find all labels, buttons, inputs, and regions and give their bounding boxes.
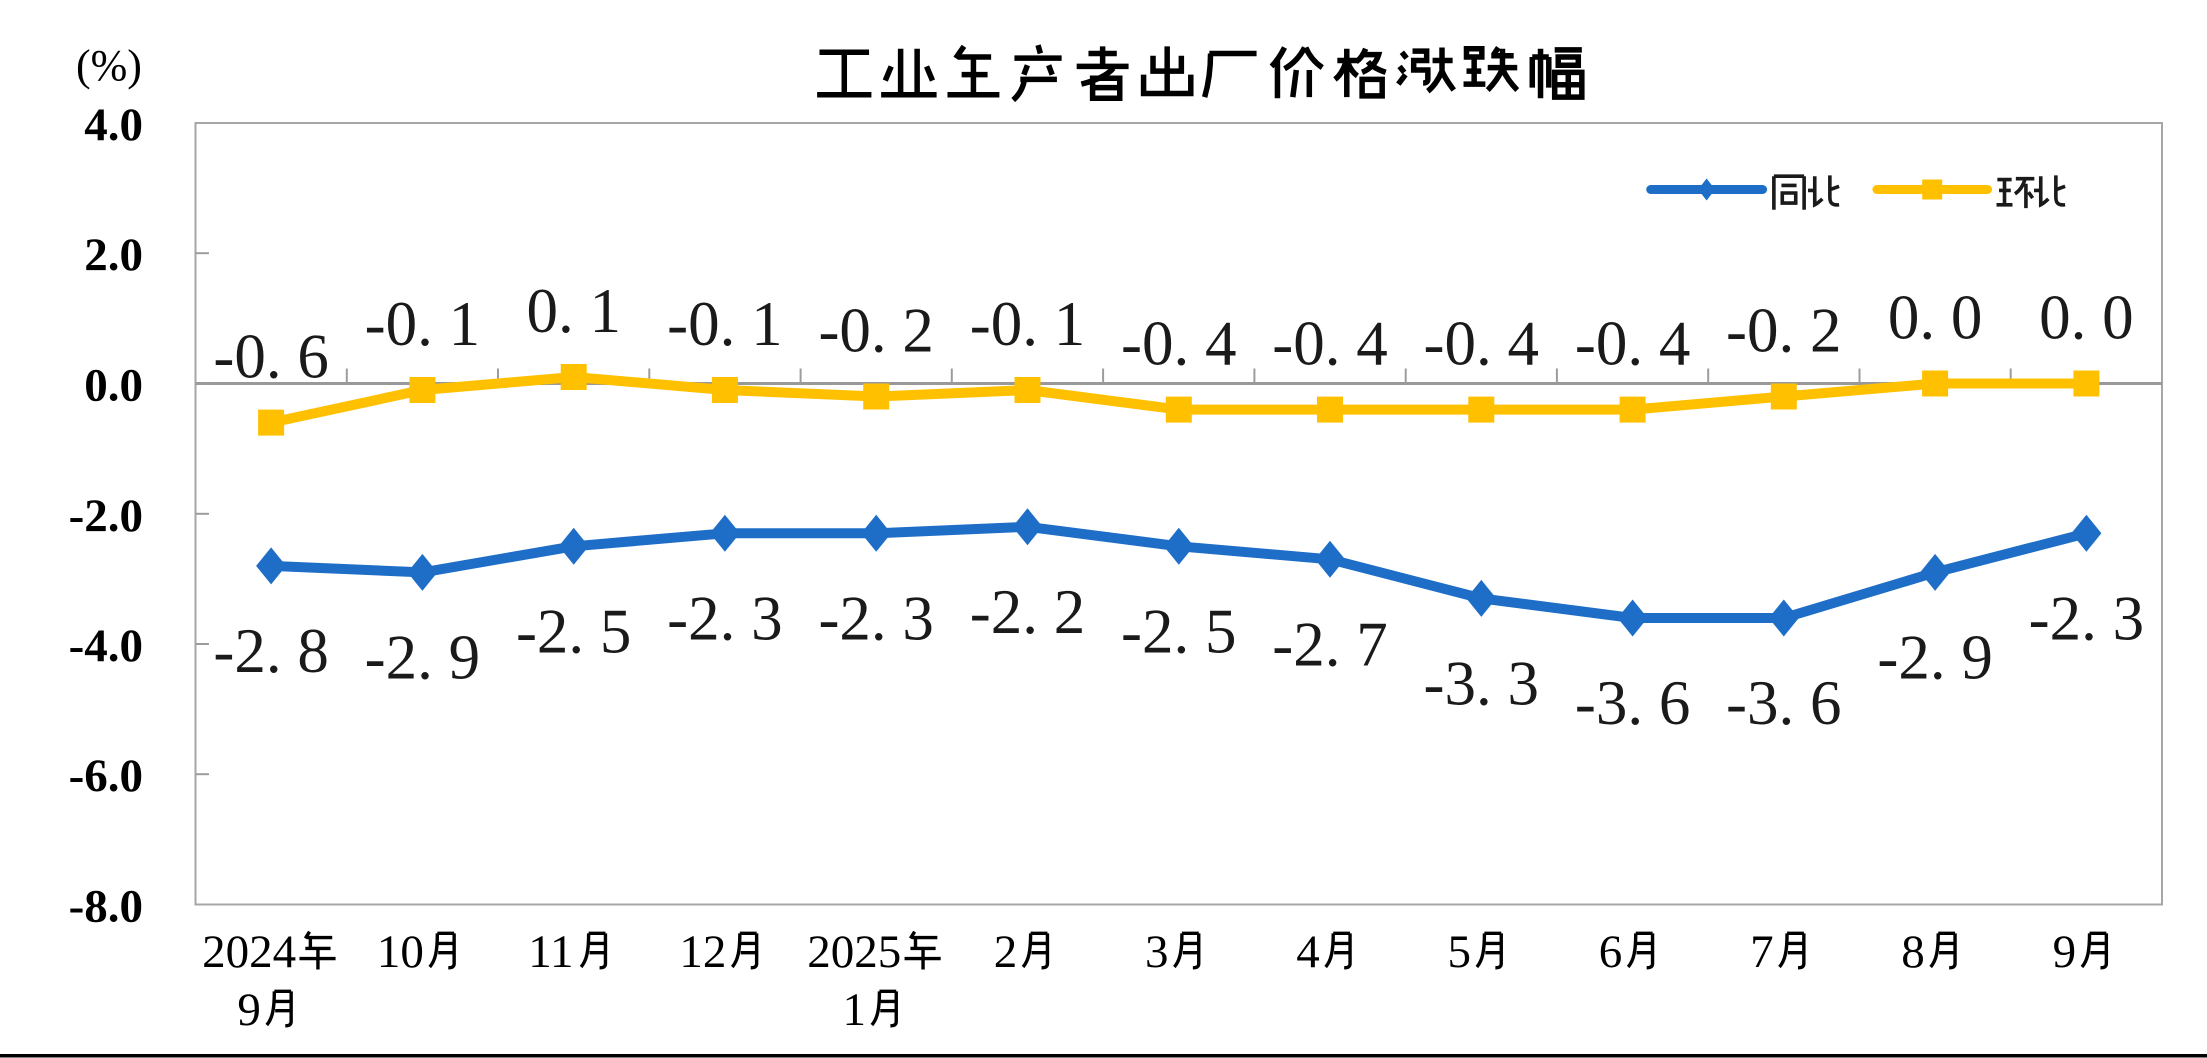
svg-text:2024: 2024	[202, 926, 296, 978]
svg-text:4.0: 4.0	[84, 99, 143, 151]
svg-text:-0. 4: -0. 4	[1424, 309, 1539, 379]
svg-text:-2. 7: -2. 7	[1272, 609, 1387, 679]
svg-text:-2. 5: -2. 5	[1121, 596, 1236, 666]
svg-text:-2. 3: -2. 3	[2029, 583, 2144, 653]
svg-text:9: 9	[237, 984, 261, 1036]
svg-text:-2. 9: -2. 9	[1877, 622, 1992, 692]
svg-text:-2.0: -2.0	[69, 490, 143, 542]
svg-text:-8.0: -8.0	[69, 881, 143, 933]
svg-text:-2. 8: -2. 8	[213, 616, 328, 686]
svg-text:-2. 5: -2. 5	[516, 596, 631, 666]
svg-text:-0. 4: -0. 4	[1272, 309, 1387, 379]
svg-text:-3. 6: -3. 6	[1575, 668, 1690, 738]
svg-text:11: 11	[528, 926, 573, 978]
svg-text:6: 6	[1599, 926, 1623, 978]
svg-text:0. 0: 0. 0	[1888, 283, 1983, 353]
svg-text:12: 12	[679, 926, 726, 978]
svg-text:2: 2	[994, 926, 1018, 978]
svg-text:-0. 6: -0. 6	[213, 322, 328, 392]
svg-text:10: 10	[377, 926, 424, 978]
svg-text:-0. 4: -0. 4	[1575, 309, 1690, 379]
svg-text:(%): (%)	[76, 41, 142, 90]
svg-text:-4.0: -4.0	[69, 620, 143, 672]
svg-text:0. 1: 0. 1	[526, 276, 621, 346]
svg-text:-0. 2: -0. 2	[1726, 296, 1841, 366]
svg-text:-2. 9: -2. 9	[365, 622, 480, 692]
svg-text:4: 4	[1296, 926, 1320, 978]
svg-text:9: 9	[2053, 926, 2077, 978]
svg-text:7: 7	[1750, 926, 1774, 978]
svg-text:-0. 1: -0. 1	[365, 289, 480, 359]
svg-text:0. 0: 0. 0	[2039, 283, 2134, 353]
svg-text:-3. 3: -3. 3	[1424, 648, 1539, 718]
svg-text:-0. 4: -0. 4	[1121, 309, 1236, 379]
svg-text:-0. 1: -0. 1	[667, 289, 782, 359]
svg-text:-0. 2: -0. 2	[818, 296, 933, 366]
svg-text:0.0: 0.0	[84, 360, 143, 412]
svg-text:5: 5	[1448, 926, 1472, 978]
svg-text:8: 8	[1901, 926, 1925, 978]
svg-text:-2. 3: -2. 3	[667, 583, 782, 653]
svg-text:2025: 2025	[807, 926, 901, 978]
svg-text:3: 3	[1145, 926, 1169, 978]
svg-text:-3. 6: -3. 6	[1726, 668, 1841, 738]
svg-text:-2. 2: -2. 2	[970, 577, 1085, 647]
svg-text:2.0: 2.0	[84, 229, 143, 281]
svg-text:-2. 3: -2. 3	[818, 583, 933, 653]
svg-text:1: 1	[843, 984, 867, 1036]
svg-text:-0. 1: -0. 1	[970, 289, 1085, 359]
svg-text:-6.0: -6.0	[69, 750, 143, 802]
